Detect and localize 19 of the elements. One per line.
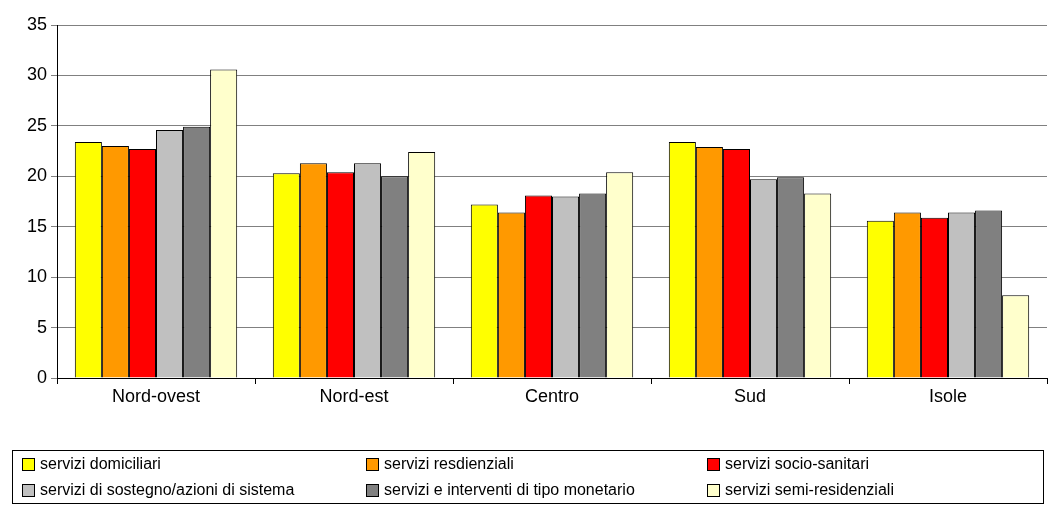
y-tick-label: 15 <box>26 215 47 236</box>
y-tick-label: 30 <box>26 64 47 85</box>
y-tick-label: 20 <box>26 165 47 186</box>
x-tick-label: Sud <box>733 385 767 406</box>
y-tick-label: 5 <box>36 316 47 337</box>
y-tick-label: 35 <box>26 13 47 34</box>
legend-label: servizi domiciliari <box>40 455 161 473</box>
x-tick-label: Isole <box>928 385 968 406</box>
x-tick-label: Nord-ovest <box>111 385 201 406</box>
y-tick-label: 0 <box>36 366 47 387</box>
x-tick-label: Nord-est <box>319 385 389 406</box>
legend-label: servizi di sostegno/azioni di sistema <box>40 481 295 499</box>
y-tick-label: 10 <box>26 266 47 287</box>
legend-label: servizi e interventi di tipo monetario <box>384 481 635 499</box>
x-tick-label: Centro <box>524 385 580 406</box>
legend-label: servizi socio-sanitari <box>725 455 870 473</box>
legend-label: servizi semi-residenziali <box>725 481 894 499</box>
y-tick-label: 25 <box>26 114 47 135</box>
legend-label: servizi resdienziali <box>384 455 514 473</box>
